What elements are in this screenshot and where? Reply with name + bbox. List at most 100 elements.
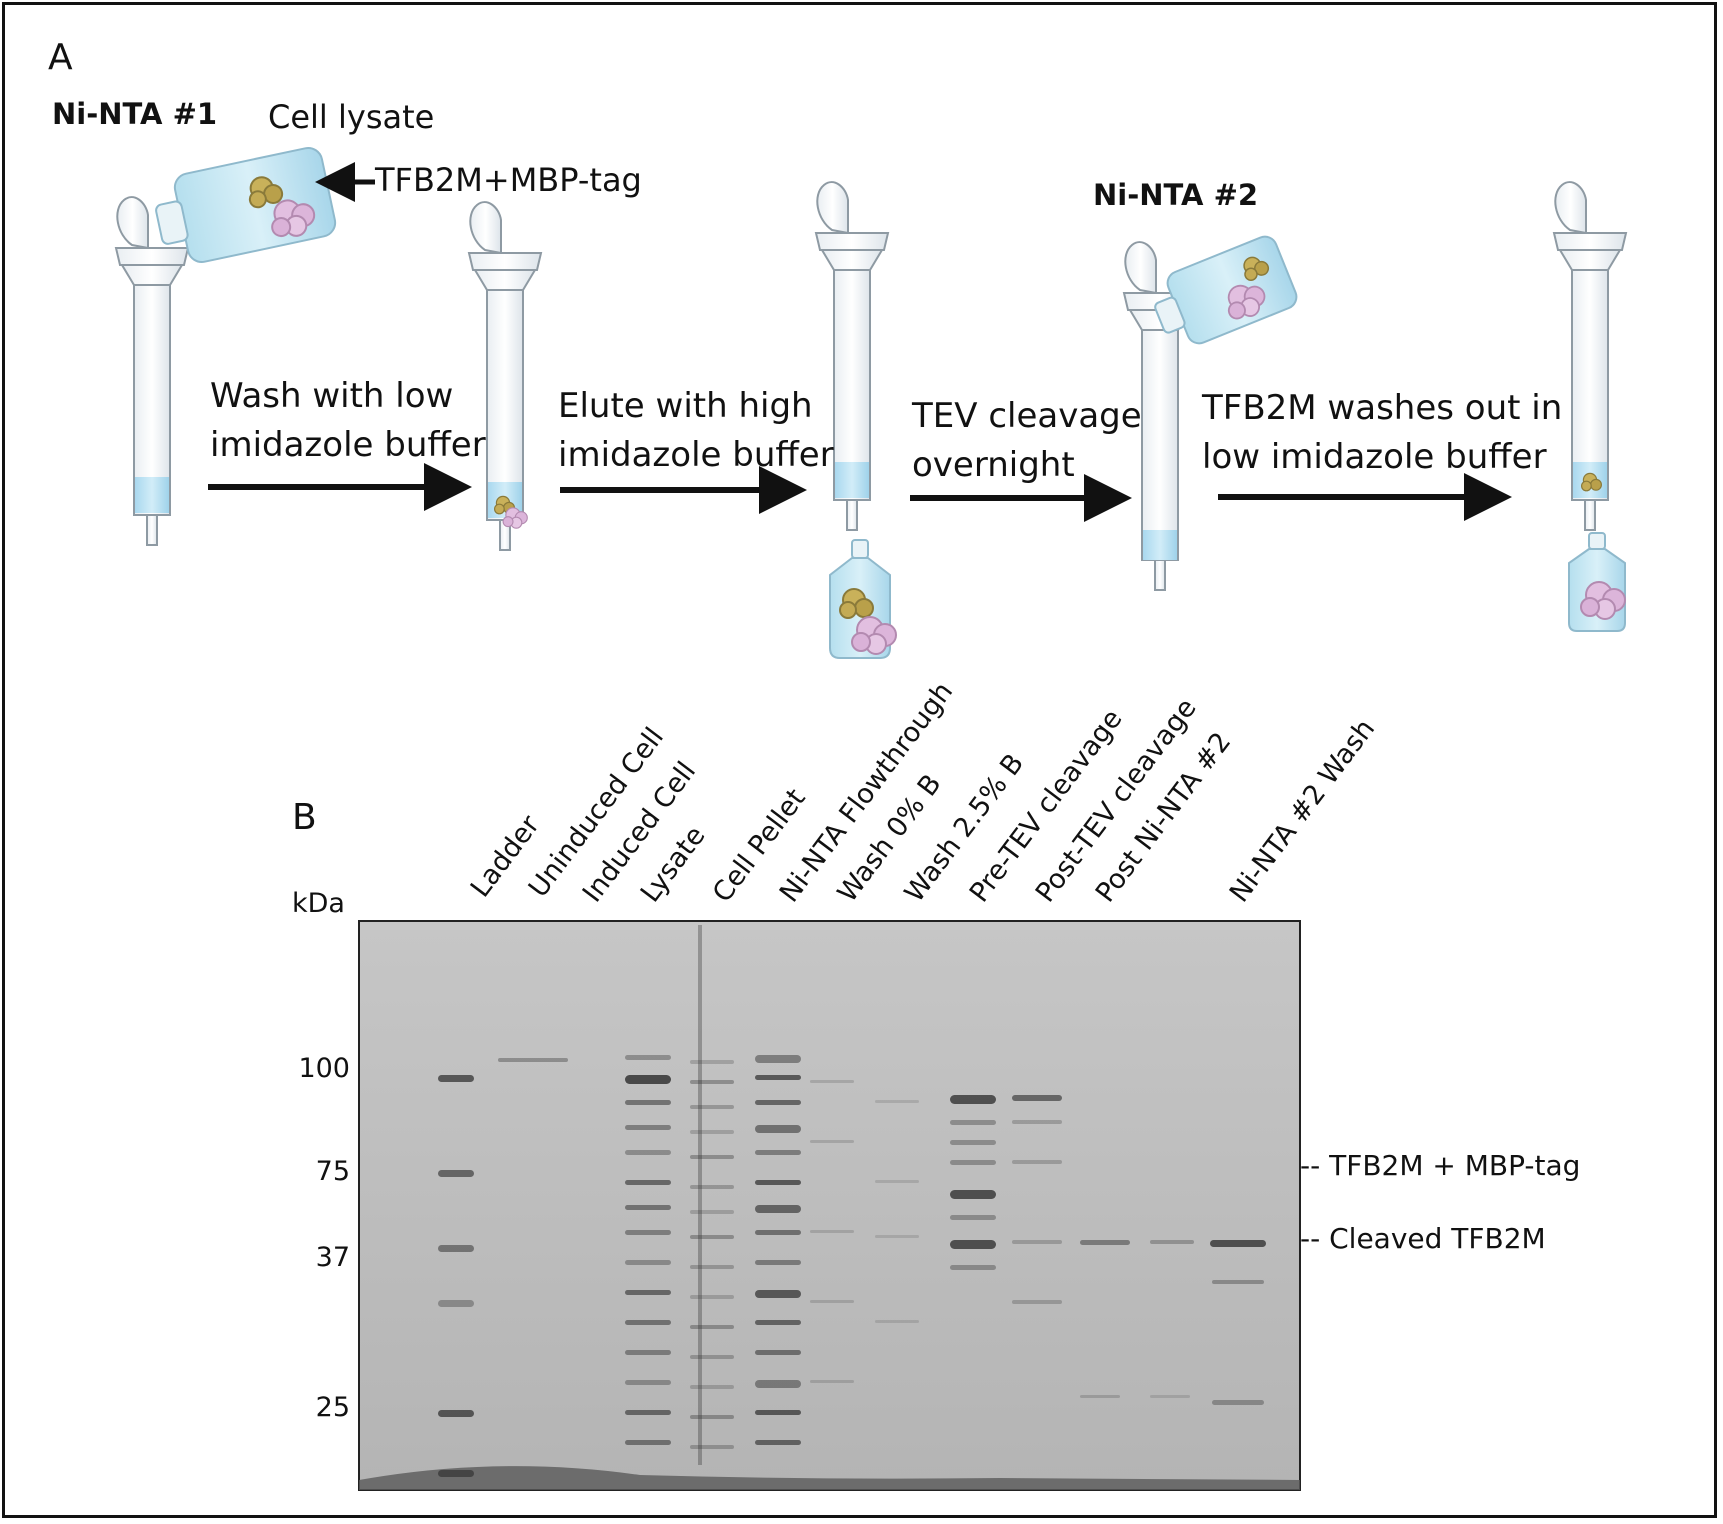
gel-band [690, 1415, 734, 1419]
gel-streak [698, 925, 702, 1465]
column-1 [115, 196, 189, 546]
gel-band [625, 1180, 671, 1185]
ladder-band [438, 1410, 474, 1417]
mw-marker-100: 100 [298, 1053, 350, 1084]
column-2 [468, 201, 542, 551]
gel-band [755, 1180, 801, 1185]
tfb2m-mbp-tag-label: TFB2M+MBP-tag [375, 161, 642, 199]
gel-band [810, 1230, 854, 1233]
gel-band [625, 1075, 671, 1084]
gel-band [1012, 1160, 1062, 1164]
gel-band [1212, 1400, 1264, 1405]
gel-band [625, 1380, 671, 1385]
gel-band [690, 1185, 734, 1189]
gel-band [755, 1440, 801, 1445]
column-3 [815, 181, 889, 531]
mw-marker-25: 25 [315, 1392, 350, 1423]
gel-band [690, 1210, 734, 1214]
mw-marker-75: 75 [315, 1156, 350, 1187]
gel-band [755, 1055, 801, 1063]
gel-band [950, 1215, 996, 1220]
annotation-tfb2m-mbp: -- TFB2M + MBP-tag [1300, 1149, 1581, 1182]
gel-band [625, 1230, 671, 1235]
gel-band [810, 1080, 854, 1083]
gel-band [690, 1155, 734, 1159]
ladder-band [438, 1300, 474, 1307]
flowthrough-bottle [1568, 532, 1626, 632]
gel-band [875, 1235, 919, 1238]
panel-a-letter: A [48, 37, 73, 78]
ladder-band [438, 1075, 474, 1082]
gel-band [625, 1410, 671, 1415]
gel-band [1012, 1095, 1062, 1101]
gel-band [690, 1105, 734, 1109]
gel-band [950, 1240, 996, 1249]
gel-band [950, 1190, 996, 1199]
gel-band [690, 1385, 734, 1389]
gel-band [690, 1265, 734, 1269]
step-elute-text: Elute with high imidazole buffer [558, 386, 834, 476]
gel-band [1012, 1240, 1062, 1244]
gel-band [950, 1160, 996, 1165]
gel-band [755, 1075, 801, 1080]
gel-band [810, 1380, 854, 1383]
annotation-cleaved-tfb2m: -- Cleaved TFB2M [1300, 1222, 1546, 1255]
gel-band [625, 1260, 671, 1265]
gel-band [755, 1410, 801, 1415]
gel-band [690, 1060, 734, 1064]
step-washout-text: TFB2M washes out in low imidazole buffer [1202, 388, 1563, 478]
gel-band [690, 1235, 734, 1239]
gel-band [1210, 1240, 1266, 1247]
gel-band [625, 1290, 671, 1295]
gel-band [625, 1440, 671, 1445]
ni-nta-2-title: Ni-NTA #2 [1093, 178, 1259, 212]
gel-band [755, 1150, 801, 1155]
gel-band [755, 1125, 801, 1133]
gel-band [1150, 1395, 1190, 1398]
ladder-band [438, 1245, 474, 1252]
mw-marker-37: 37 [315, 1242, 350, 1273]
gel-band [625, 1320, 671, 1325]
gel-band [810, 1140, 854, 1143]
gel-band [1212, 1280, 1264, 1284]
panel-b-letter: B [292, 797, 317, 838]
gel-band [755, 1100, 801, 1105]
column-4 [1123, 241, 1197, 591]
gel-band [498, 1058, 568, 1062]
gel-band [950, 1140, 996, 1145]
gel-band [1080, 1395, 1120, 1398]
gel-band [690, 1355, 734, 1359]
gel-band [810, 1300, 854, 1303]
gel-band [690, 1295, 734, 1299]
gel-band [690, 1445, 734, 1449]
gel-bands [438, 925, 1266, 1477]
gel-band [625, 1125, 671, 1130]
gel-band [1012, 1120, 1062, 1124]
gel-band [755, 1320, 801, 1325]
gel-band [625, 1150, 671, 1155]
gel-band [755, 1350, 801, 1355]
gel-band [755, 1205, 801, 1213]
gel-band [625, 1205, 671, 1210]
gel-band [690, 1130, 734, 1134]
lysate-bottle [155, 146, 337, 264]
gel-image [358, 920, 1301, 1491]
ladder-band [438, 1470, 474, 1477]
cleaved-bottle [1154, 235, 1298, 345]
gel-band [950, 1095, 996, 1104]
gel-band [950, 1120, 996, 1125]
eluate-bottle [829, 539, 897, 659]
gel-band [950, 1265, 996, 1270]
ladder-band [438, 1170, 474, 1177]
gel-band [1012, 1300, 1062, 1304]
kda-label: kDa [292, 888, 345, 919]
gel-band [755, 1290, 801, 1298]
gel-band [1080, 1240, 1130, 1245]
column-5 [1553, 181, 1627, 531]
gel-band [755, 1230, 801, 1235]
gel-band [875, 1320, 919, 1323]
gel-band [755, 1380, 801, 1388]
gel-band [755, 1260, 801, 1265]
